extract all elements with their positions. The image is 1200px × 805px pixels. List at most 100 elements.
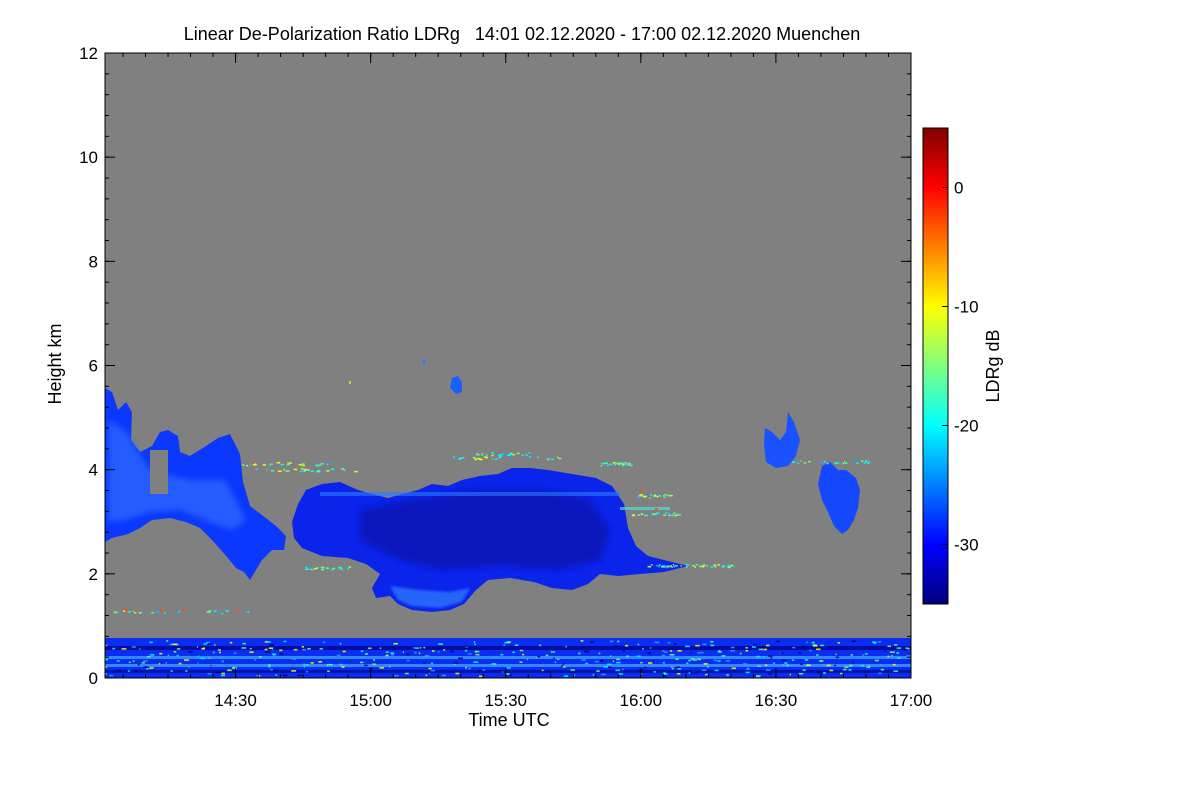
speckle: [175, 611, 179, 614]
colorbar-tick-label: -30: [954, 536, 979, 555]
speckle: [524, 456, 527, 459]
speckle: [277, 470, 282, 473]
colorbar: [922, 127, 949, 605]
speckle: [804, 659, 809, 661]
speckle: [640, 513, 644, 515]
speckle: [268, 647, 274, 649]
speckle: [519, 649, 524, 652]
y-tick-label: 2: [89, 565, 98, 584]
speckle: [663, 672, 667, 675]
speckle: [639, 512, 643, 514]
speckle: [402, 651, 404, 653]
speckle: [208, 657, 210, 659]
speckle: [536, 656, 538, 659]
speckle: [685, 566, 688, 568]
speckle: [554, 661, 557, 663]
speckle-red: [160, 609, 163, 611]
speckle: [317, 464, 321, 466]
speckle: [305, 670, 309, 673]
speckle: [714, 566, 717, 568]
speckle: [474, 643, 476, 646]
speckle: [896, 652, 900, 654]
speckle: [840, 672, 843, 675]
speckle: [481, 454, 483, 456]
speckle: [715, 565, 718, 567]
speckle: [625, 644, 629, 647]
speckle: [349, 656, 352, 658]
speckle: [773, 662, 776, 665]
speckle: [727, 566, 731, 568]
speckle: [669, 654, 675, 656]
speckle: [798, 672, 804, 675]
speckle: [328, 663, 333, 666]
speckle: [721, 565, 725, 568]
speckle: [702, 657, 705, 660]
speckle: [365, 653, 368, 655]
speckle: [232, 667, 237, 670]
speckle: [515, 644, 519, 646]
speckle: [477, 457, 481, 460]
speckle: [726, 674, 730, 677]
speckle: [328, 462, 332, 464]
speckle: [607, 666, 612, 669]
speckle: [300, 470, 303, 473]
speckle: [691, 672, 693, 675]
speckle: [906, 655, 911, 657]
speckle: [865, 460, 868, 462]
speckle: [757, 665, 761, 667]
speckle: [232, 666, 236, 669]
speckle: [291, 658, 297, 660]
speckle: [134, 612, 137, 614]
speckle: [878, 664, 884, 666]
speckle: [525, 454, 528, 456]
speckle: [441, 674, 446, 677]
speckle: [106, 644, 108, 647]
speckle: [643, 495, 647, 498]
speckle: [628, 463, 631, 466]
speckle: [676, 512, 679, 515]
speckle: [279, 649, 283, 652]
speckle: [822, 664, 827, 666]
speckle: [614, 464, 616, 466]
speckle: [465, 666, 468, 669]
y-tick-label: 0: [89, 669, 98, 688]
speckle: [622, 464, 625, 467]
speckle: [206, 641, 211, 644]
speckle: [479, 675, 483, 678]
x-tick-label: 17:00: [890, 691, 933, 710]
speckle: [714, 564, 716, 566]
speckle: [271, 653, 277, 655]
speckle: [673, 643, 677, 645]
speckle: [884, 650, 886, 653]
speckle: [429, 672, 431, 675]
speckle: [614, 671, 617, 673]
speckle: [717, 651, 722, 653]
speckle: [297, 674, 302, 677]
speckle: [867, 462, 870, 464]
speckle: [244, 611, 248, 613]
speckle: [851, 640, 854, 643]
speckle: [512, 651, 515, 654]
speckle: [551, 458, 554, 460]
speckle: [730, 650, 735, 652]
speckle: [745, 671, 750, 674]
chart-title: Linear De-Polarization Ratio LDRg 14:01 …: [184, 24, 860, 44]
speckle: [702, 564, 706, 566]
speckle: [615, 462, 619, 465]
speckle: [752, 646, 756, 648]
speckle: [697, 652, 700, 654]
speckle: [275, 674, 278, 676]
speckle: [264, 641, 268, 643]
speckle: [718, 649, 721, 652]
speckle: [206, 611, 211, 613]
speckle: [147, 612, 151, 615]
speckle: [887, 645, 891, 648]
cloud-speck: [423, 359, 425, 365]
speckle: [873, 642, 875, 645]
speckle: [165, 662, 167, 664]
speckle: [786, 664, 789, 667]
speckle: [874, 659, 879, 662]
speckle: [498, 454, 502, 456]
speckle: [819, 660, 824, 662]
speckle: [428, 667, 432, 670]
